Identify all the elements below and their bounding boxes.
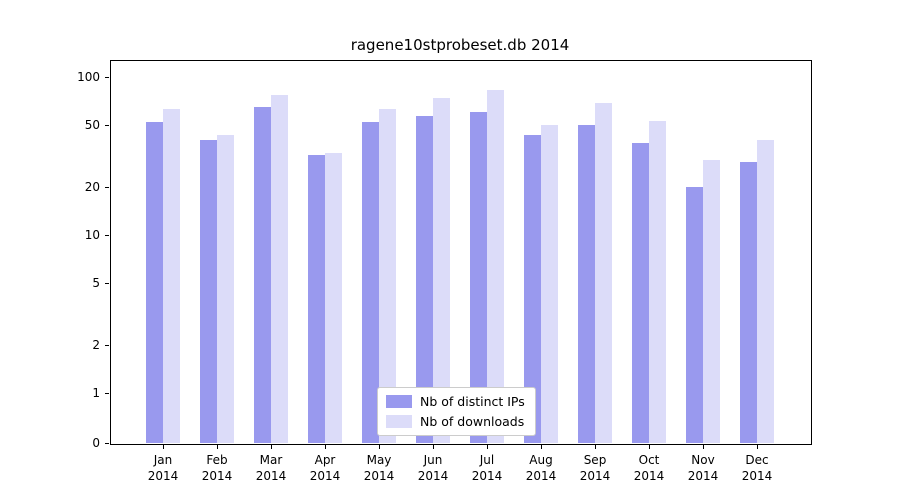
legend-label-downloads: Nb of downloads bbox=[420, 414, 525, 429]
x-tick-mark bbox=[271, 445, 272, 449]
y-tick-mark bbox=[105, 443, 109, 444]
y-tick-mark bbox=[105, 235, 109, 236]
legend-item-downloads: Nb of downloads bbox=[386, 414, 525, 429]
x-tick-mark bbox=[703, 445, 704, 449]
legend-swatch-distinct-ips bbox=[386, 395, 412, 408]
legend: Nb of distinct IPs Nb of downloads bbox=[377, 387, 536, 436]
x-tick-mark bbox=[595, 445, 596, 449]
bar-distinct-ips bbox=[362, 121, 379, 443]
bar-downloads bbox=[379, 108, 396, 443]
bar-distinct-ips bbox=[200, 139, 217, 443]
legend-item-distinct-ips: Nb of distinct IPs bbox=[386, 394, 525, 409]
y-tick-label: 10 bbox=[84, 228, 100, 242]
y-tick-label: 2 bbox=[92, 338, 100, 353]
x-tick-mark bbox=[649, 445, 650, 449]
y-tick-mark bbox=[105, 393, 109, 394]
y-tick-mark bbox=[105, 345, 109, 347]
x-tick-label: Nov 2014 bbox=[687, 453, 719, 483]
legend-swatch-downloads bbox=[386, 415, 412, 428]
bar-distinct-ips bbox=[470, 112, 487, 443]
bar-distinct-ips bbox=[254, 106, 271, 443]
bar-distinct-ips bbox=[686, 187, 703, 443]
x-tick-label: Oct 2014 bbox=[633, 453, 665, 483]
x-tick-mark bbox=[217, 445, 218, 449]
x-tick-label: Sep 2014 bbox=[579, 453, 611, 483]
x-tick-label: Dec 2014 bbox=[741, 453, 773, 483]
y-tick-label: 50 bbox=[84, 117, 100, 132]
x-tick-mark bbox=[163, 445, 164, 449]
bar-distinct-ips bbox=[578, 124, 595, 443]
bar-downloads bbox=[757, 139, 774, 443]
bar-distinct-ips bbox=[524, 134, 541, 443]
bar-downloads bbox=[595, 103, 612, 443]
bar-downloads bbox=[433, 97, 450, 443]
bar-downloads bbox=[325, 153, 342, 443]
y-tick-mark bbox=[105, 187, 109, 189]
x-tick-label: Aug 2014 bbox=[525, 453, 557, 483]
x-tick-mark bbox=[433, 445, 434, 449]
y-tick-mark bbox=[105, 124, 109, 126]
x-tick-mark bbox=[379, 445, 380, 449]
x-tick-label: Jan 2014 bbox=[147, 453, 179, 483]
x-tick-mark bbox=[325, 445, 326, 449]
y-tick-mark bbox=[105, 282, 109, 284]
y-tick-label: 1 bbox=[92, 386, 100, 400]
bar-downloads bbox=[541, 124, 558, 443]
x-tick-label: May 2014 bbox=[363, 453, 395, 483]
bar-distinct-ips bbox=[740, 161, 757, 443]
x-tick-mark bbox=[487, 445, 488, 449]
x-tick-label: Jun 2014 bbox=[417, 453, 449, 483]
x-tick-label: Feb 2014 bbox=[201, 453, 233, 483]
bar-distinct-ips bbox=[146, 121, 163, 443]
x-tick-label: Mar 2014 bbox=[255, 453, 287, 483]
y-tick-label: 0 bbox=[92, 436, 100, 450]
bar-downloads bbox=[271, 94, 288, 443]
chart-title: ragene10stprobeset.db 2014 bbox=[350, 36, 570, 54]
bar-downloads bbox=[163, 108, 180, 443]
bar-downloads bbox=[217, 134, 234, 443]
x-tick-label: Jul 2014 bbox=[471, 453, 503, 483]
y-tick-label: 20 bbox=[84, 180, 100, 195]
y-tick-label: 5 bbox=[92, 275, 100, 290]
bar-downloads bbox=[703, 159, 720, 443]
x-tick-label: Apr 2014 bbox=[309, 453, 341, 483]
y-tick-mark bbox=[105, 77, 109, 78]
legend-label-distinct-ips: Nb of distinct IPs bbox=[420, 394, 525, 409]
y-tick-label: 100 bbox=[77, 70, 100, 84]
bar-downloads bbox=[487, 89, 504, 443]
bar-distinct-ips bbox=[632, 143, 649, 443]
bar-distinct-ips bbox=[308, 155, 325, 443]
x-tick-mark bbox=[757, 445, 758, 449]
x-tick-mark bbox=[541, 445, 542, 449]
bar-distinct-ips bbox=[416, 115, 433, 443]
bar-downloads bbox=[649, 120, 666, 443]
